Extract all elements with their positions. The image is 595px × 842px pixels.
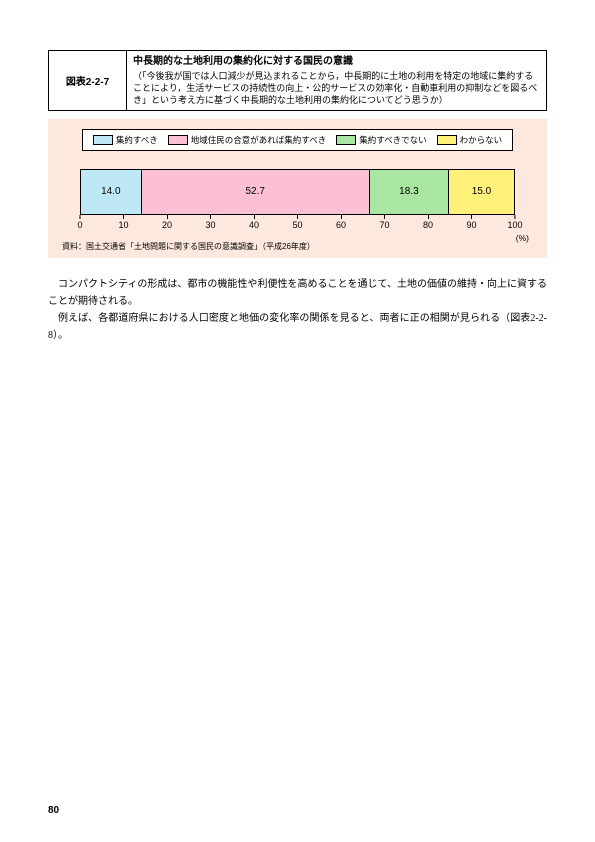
legend-label: 集約すべきでない bbox=[359, 134, 426, 146]
bar-segment: 18.3 bbox=[370, 170, 449, 214]
bar-value-label: 15.0 bbox=[472, 186, 491, 197]
axis-tick: 30 bbox=[205, 215, 215, 230]
legend-swatch bbox=[437, 135, 457, 145]
legend-swatch bbox=[168, 135, 188, 145]
figure-number: 図表2-2-7 bbox=[49, 51, 127, 110]
legend-item: わからない bbox=[437, 134, 503, 146]
axis-tick: 20 bbox=[162, 215, 172, 230]
figure-title: 中長期的な土地利用の集約化に対する国民の意識 bbox=[133, 55, 540, 69]
axis-tick: 90 bbox=[466, 215, 476, 230]
figure-header: 図表2-2-7 中長期的な土地利用の集約化に対する国民の意識 （「今後我が国では… bbox=[48, 50, 547, 111]
chart-legend: 集約すべき 地域住民の合意があれば集約すべき 集約すべきでない わからない bbox=[82, 129, 513, 151]
axis-tick: 70 bbox=[379, 215, 389, 230]
x-axis: (%) 0102030405060708090100 bbox=[80, 215, 515, 237]
figure-subtitle: （「今後我が国では人口減少が見込まれることから，中長期的に土地の利用を特定の地域… bbox=[133, 70, 540, 106]
axis-tick: 0 bbox=[77, 215, 82, 230]
bar-chart-area: 14.052.718.315.0 (%) 0102030405060708090… bbox=[80, 169, 515, 237]
paragraph-2: 例えば、各都道府県における人口密度と地価の変化率の関係を見ると、両者に正の相関が… bbox=[48, 310, 547, 344]
axis-tick: 100 bbox=[507, 215, 522, 230]
page-number: 80 bbox=[48, 805, 59, 816]
legend-swatch bbox=[93, 135, 113, 145]
bar-segment: 15.0 bbox=[449, 170, 514, 214]
chart-container: 集約すべき 地域住民の合意があれば集約すべき 集約すべきでない わからない 14.0 5… bbox=[48, 119, 547, 258]
legend-label: 地域住民の合意があれば集約すべき bbox=[191, 134, 326, 146]
bar-segment: 14.0 bbox=[81, 170, 142, 214]
axis-tick: 80 bbox=[423, 215, 433, 230]
legend-swatch bbox=[336, 135, 356, 145]
axis-tick: 40 bbox=[249, 215, 259, 230]
figure-title-block: 中長期的な土地利用の集約化に対する国民の意識 （「今後我が国では人口減少が見込ま… bbox=[127, 51, 546, 110]
bar-value-label: 52.7 bbox=[245, 186, 264, 197]
stacked-bar: 14.0 52.7 18.3 15.0 bbox=[80, 169, 515, 215]
bar-value-label: 14.0 bbox=[101, 186, 120, 197]
legend-item: 地域住民の合意があれば集約すべき bbox=[168, 134, 326, 146]
paragraph-1: コンパクトシティの形成は、都市の機能性や利便性を高めることを通じて、土地の価値の… bbox=[48, 276, 547, 310]
axis-unit: (%) bbox=[516, 233, 529, 243]
legend-label: 集約すべき bbox=[116, 134, 158, 146]
chart-source: 資料：国土交通省「土地問題に関する国民の意識調査」（平成26年度） bbox=[62, 241, 537, 252]
axis-tick: 50 bbox=[292, 215, 302, 230]
axis-tick: 60 bbox=[336, 215, 346, 230]
legend-item: 集約すべきでない bbox=[336, 134, 426, 146]
axis-tick: 10 bbox=[118, 215, 128, 230]
legend-label: わからない bbox=[460, 134, 503, 146]
bar-value-label: 18.3 bbox=[399, 186, 418, 197]
legend-item: 集約すべき bbox=[93, 134, 158, 146]
bar-segment: 52.7 bbox=[142, 170, 370, 214]
body-text: コンパクトシティの形成は、都市の機能性や利便性を高めることを通じて、土地の価値の… bbox=[48, 276, 547, 344]
